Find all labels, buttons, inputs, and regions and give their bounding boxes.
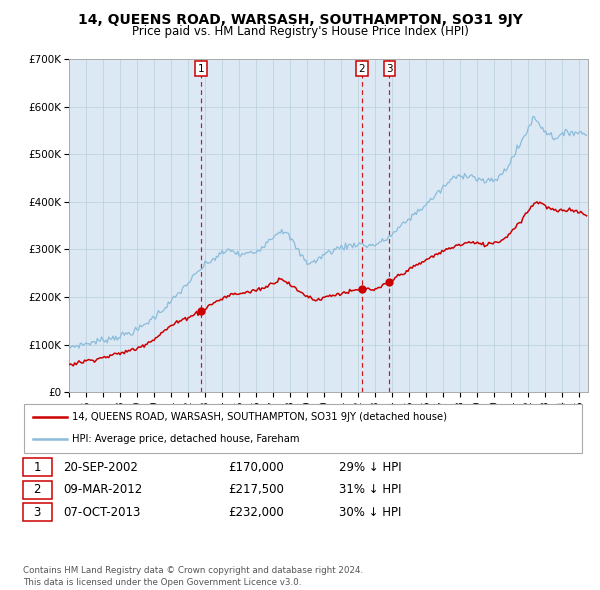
Text: 29% ↓ HPI: 29% ↓ HPI — [339, 461, 401, 474]
Text: 20-SEP-2002: 20-SEP-2002 — [63, 461, 138, 474]
Text: 30% ↓ HPI: 30% ↓ HPI — [339, 506, 401, 519]
Text: 2: 2 — [34, 483, 41, 496]
Text: 1: 1 — [34, 461, 41, 474]
Text: 2: 2 — [358, 64, 365, 74]
Text: 3: 3 — [34, 506, 41, 519]
Text: HPI: Average price, detached house, Fareham: HPI: Average price, detached house, Fare… — [72, 434, 299, 444]
Text: 14, QUEENS ROAD, WARSASH, SOUTHAMPTON, SO31 9JY (detached house): 14, QUEENS ROAD, WARSASH, SOUTHAMPTON, S… — [72, 412, 447, 422]
Text: £170,000: £170,000 — [228, 461, 284, 474]
Text: 31% ↓ HPI: 31% ↓ HPI — [339, 483, 401, 496]
Text: £217,500: £217,500 — [228, 483, 284, 496]
Text: Price paid vs. HM Land Registry's House Price Index (HPI): Price paid vs. HM Land Registry's House … — [131, 25, 469, 38]
Text: 14, QUEENS ROAD, WARSASH, SOUTHAMPTON, SO31 9JY: 14, QUEENS ROAD, WARSASH, SOUTHAMPTON, S… — [77, 13, 523, 27]
Text: Contains HM Land Registry data © Crown copyright and database right 2024.
This d: Contains HM Land Registry data © Crown c… — [23, 566, 363, 587]
Text: 1: 1 — [197, 64, 204, 74]
Text: 3: 3 — [386, 64, 393, 74]
Text: £232,000: £232,000 — [228, 506, 284, 519]
Text: 09-MAR-2012: 09-MAR-2012 — [63, 483, 142, 496]
Text: 07-OCT-2013: 07-OCT-2013 — [63, 506, 140, 519]
